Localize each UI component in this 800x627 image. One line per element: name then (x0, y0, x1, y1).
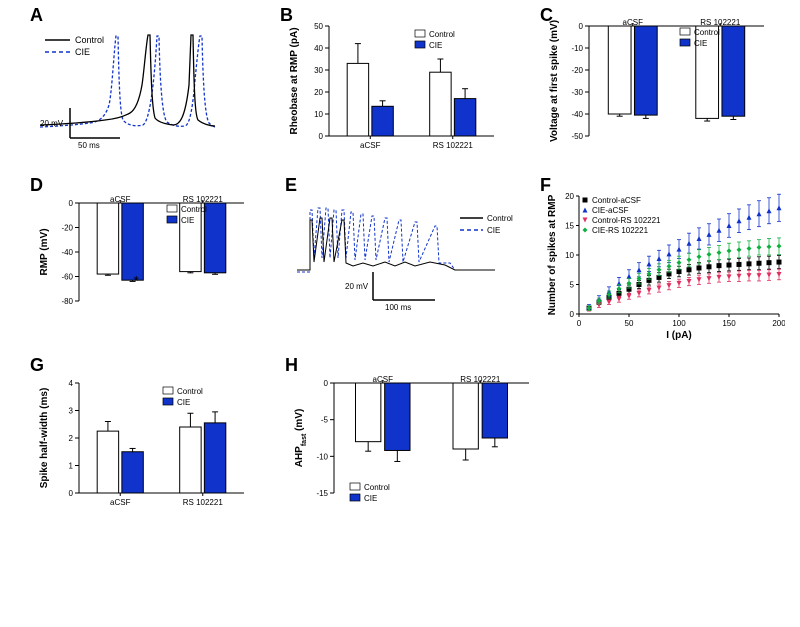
svg-text:0: 0 (69, 489, 74, 498)
svg-text:-15: -15 (316, 489, 328, 498)
svg-text:RS 102221: RS 102221 (183, 498, 224, 507)
panel-G-barchart: 0 1 2 3 4 Spike half-width (ms) aCSF RS 102221 C… (35, 375, 250, 515)
svg-text:Number of spikes at RMP: Number of spikes at RMP (547, 194, 558, 315)
svg-text:10: 10 (565, 251, 574, 260)
svg-text:-30: -30 (571, 88, 583, 97)
svg-text:30: 30 (314, 66, 323, 75)
svg-text:CIE: CIE (364, 494, 377, 503)
svg-text:50 ms: 50 ms (78, 141, 100, 150)
svg-text:CIE: CIE (181, 216, 194, 225)
svg-text:20: 20 (565, 192, 574, 201)
panel-E-trace: Control CIE 20 mV 100 ms (295, 200, 520, 325)
svg-text:CIE: CIE (487, 226, 500, 235)
svg-text:-60: -60 (61, 273, 73, 282)
svg-text:-20: -20 (571, 66, 583, 75)
svg-text:5: 5 (570, 281, 575, 290)
svg-text:20: 20 (314, 88, 323, 97)
svg-text:CIE: CIE (694, 39, 707, 48)
svg-text:Voltage at first spike (mV): Voltage at first spike (mV) (549, 20, 560, 142)
svg-text:0: 0 (577, 319, 582, 328)
svg-text:I (pA): I (pA) (666, 330, 692, 340)
svg-text:Control: Control (181, 205, 207, 214)
svg-text:0: 0 (324, 379, 329, 388)
svg-text:20 mV: 20 mV (345, 282, 369, 291)
svg-text:*: * (133, 272, 139, 288)
svg-text:Control-RS 102221: Control-RS 102221 (592, 216, 661, 225)
svg-text:Control: Control (429, 30, 455, 39)
svg-text:15: 15 (565, 222, 574, 231)
svg-text:-5: -5 (321, 416, 329, 425)
panel-A-trace: Control CIE 20 mV 50 ms (35, 30, 235, 155)
svg-text:-10: -10 (571, 44, 583, 53)
svg-text:150: 150 (722, 319, 736, 328)
svg-text:CIE: CIE (177, 398, 190, 407)
svg-text:aCSF: aCSF (110, 498, 131, 507)
svg-text:-40: -40 (61, 248, 73, 257)
svg-text:40: 40 (314, 44, 323, 53)
svg-text:20 mV: 20 mV (40, 119, 64, 128)
panel-label-D: D (30, 175, 43, 196)
panel-F-scatter: 05101520050100150200I (pA)Number of spik… (545, 190, 785, 340)
panel-B-barchart: 0 10 20 30 40 50 Rheobase at RMP (pA) aCSF RS 10… (285, 18, 500, 158)
svg-text:Spike half-width (ms): Spike half-width (ms) (39, 388, 50, 489)
svg-text:Control: Control (177, 387, 203, 396)
svg-text:Control: Control (694, 28, 720, 37)
svg-text:CIE-RS 102221: CIE-RS 102221 (592, 226, 649, 235)
svg-text:100 ms: 100 ms (385, 303, 411, 312)
svg-text:CIE: CIE (75, 47, 90, 57)
svg-text:50: 50 (314, 22, 323, 31)
panel-H-barchart: 0-5-10-15AHPfast (mV)aCSFRS 102221Contro… (290, 375, 535, 515)
svg-text:0: 0 (319, 132, 324, 141)
panel-label-G: G (30, 355, 44, 376)
svg-text:1: 1 (69, 462, 74, 471)
svg-text:0: 0 (69, 199, 74, 208)
panel-C-barchart: 0 -10 -20 -30 -40 -50 Voltage at first spike (… (545, 18, 770, 158)
svg-text:3: 3 (69, 407, 74, 416)
svg-text:100: 100 (672, 319, 686, 328)
svg-text:50: 50 (625, 319, 634, 328)
svg-text:CIE: CIE (429, 41, 442, 50)
panel-D-barchart: 0-20-40-60-80RMP (mV)aCSFRS 102221Contro… (35, 195, 250, 325)
svg-text:0: 0 (570, 310, 575, 319)
svg-text:-80: -80 (61, 297, 73, 306)
svg-text:-10: -10 (316, 452, 328, 461)
svg-text:Control-aCSF: Control-aCSF (592, 196, 641, 205)
svg-text:-40: -40 (571, 110, 583, 119)
svg-text:4: 4 (69, 379, 74, 388)
panel-label-H: H (285, 355, 298, 376)
svg-text:0: 0 (579, 22, 584, 31)
svg-text:Control: Control (487, 214, 513, 223)
panel-label-A: A (30, 5, 43, 26)
svg-text:-20: -20 (61, 224, 73, 233)
svg-text:-50: -50 (571, 132, 583, 141)
svg-text:Rheobase at RMP (pA): Rheobase at RMP (pA) (289, 27, 300, 134)
svg-text:aCSF: aCSF (360, 141, 381, 150)
panel-label-E: E (285, 175, 297, 196)
svg-text:CIE-aCSF: CIE-aCSF (592, 206, 629, 215)
svg-text:Control: Control (75, 35, 104, 45)
svg-text:AHPfast (mV): AHPfast (mV) (294, 409, 308, 468)
svg-text:200: 200 (772, 319, 785, 328)
svg-text:Control: Control (364, 483, 390, 492)
svg-text:RS 102221: RS 102221 (433, 141, 474, 150)
svg-text:2: 2 (69, 434, 74, 443)
svg-text:RMP (mV): RMP (mV) (39, 228, 50, 275)
svg-text:10: 10 (314, 110, 323, 119)
